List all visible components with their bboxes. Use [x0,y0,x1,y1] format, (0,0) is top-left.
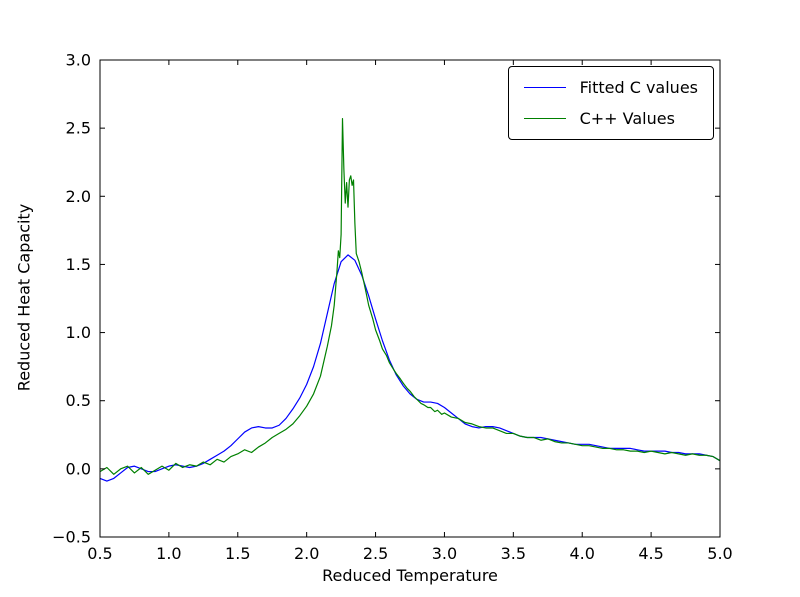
y-tick-label: 2.0 [66,187,91,206]
series-line-fitted-c-values [99,254,721,482]
x-axis-label: Reduced Temperature [322,566,498,585]
legend-line-sample-cpp [523,118,566,119]
y-tick-label: 1.0 [66,323,91,342]
x-tick-label: 3.0 [432,544,457,563]
x-tick-label: 0.5 [87,544,112,563]
y-tick-label: 3.0 [66,51,91,70]
x-tick-label: 1.0 [156,544,181,563]
y-tick-label: 0.5 [66,391,91,410]
axes-frame [99,59,721,538]
x-tick-label: 2.0 [294,544,319,563]
legend-label-fitted: Fitted C values [579,78,698,97]
x-tick-label: 4.0 [569,544,594,563]
y-tick-label: 2.5 [66,119,91,138]
y-tick-label: 1.5 [66,255,91,274]
x-tick-label: 1.5 [225,544,250,563]
x-tick-label: 3.5 [501,544,526,563]
x-tick-label: 2.5 [363,544,388,563]
y-axis-label: Reduced Heat Capacity [14,203,34,392]
y-tick-label: −0.5 [52,528,91,547]
series-line-cpp-values [99,117,721,475]
x-tick-label: 4.5 [638,544,663,563]
legend-line-sample-fitted [523,87,566,88]
legend: Fitted C values C++ Values [507,66,714,140]
legend-entry-fitted: Fitted C values [523,78,698,97]
y-tick-label: 0.0 [66,459,91,478]
x-tick-label: 5.0 [707,544,732,563]
legend-entry-cpp: C++ Values [523,109,698,128]
legend-label-cpp: C++ Values [579,109,675,128]
